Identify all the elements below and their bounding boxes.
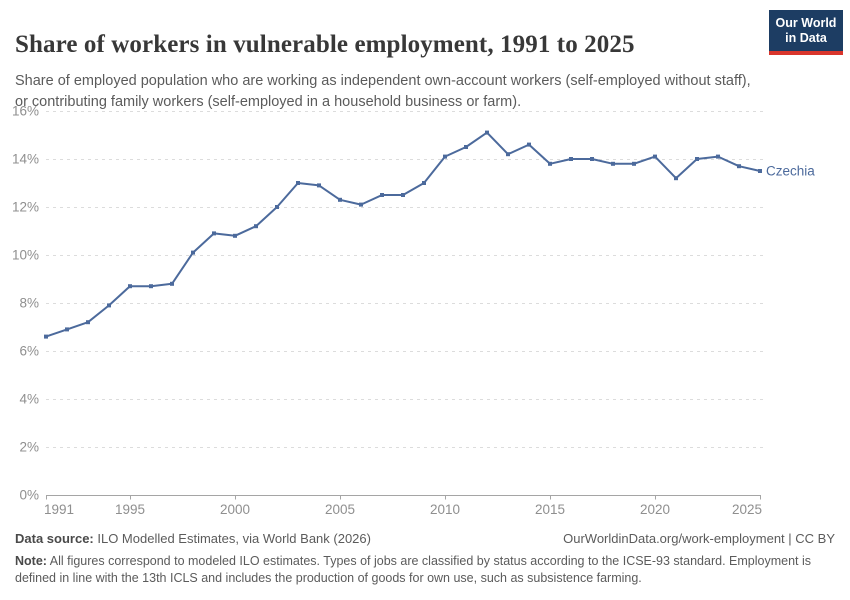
page-title: Share of workers in vulnerable employmen… xyxy=(15,30,635,58)
data-point-marker xyxy=(758,169,762,173)
data-source-text: ILO Modelled Estimates, via World Bank (… xyxy=(93,531,371,546)
data-point-marker xyxy=(506,152,510,157)
x-tick-label: 2010 xyxy=(430,502,460,517)
y-tick-label: 16% xyxy=(12,104,39,119)
data-source-label: Data source: xyxy=(15,531,94,546)
data-point-marker xyxy=(317,183,321,188)
x-tick-label: 1995 xyxy=(115,502,145,517)
note-text: All figures correspond to modeled ILO es… xyxy=(15,554,811,585)
y-tick-label: 10% xyxy=(12,248,39,263)
data-point-marker xyxy=(590,157,594,161)
data-point-marker xyxy=(191,250,195,255)
data-point-marker xyxy=(737,164,741,169)
line-chart-svg: 0% 2% 4% 6% 8% 10% 12% 14% 16% 1991 1995 2000 2005 20… xyxy=(12,104,815,518)
data-point-marker xyxy=(170,281,174,286)
owid-logo: Our World in Data xyxy=(769,10,843,55)
data-source: Data source: ILO Modelled Estimates, via… xyxy=(15,531,371,546)
data-point-marker xyxy=(128,284,132,289)
x-tick-label: 2015 xyxy=(535,502,565,517)
data-point-marker xyxy=(65,327,69,332)
data-point-marker xyxy=(380,193,384,197)
data-point-marker xyxy=(611,161,615,166)
x-tick-label: 1991 xyxy=(44,502,74,517)
chart-subtitle: Share of employed population who are wor… xyxy=(15,72,751,110)
footer-link[interactable]: OurWorldinData.org/work-employment | CC … xyxy=(563,531,835,546)
data-point-marker xyxy=(695,157,699,161)
owid-logo-line2: in Data xyxy=(785,31,827,45)
note-label: Note: xyxy=(15,554,47,568)
data-point-marker xyxy=(548,161,552,166)
data-point-marker xyxy=(359,202,363,207)
y-tick-label: 2% xyxy=(19,440,39,455)
data-line-czechia xyxy=(45,131,761,338)
data-point-marker xyxy=(716,154,720,159)
data-point-marker xyxy=(527,142,531,147)
data-point-marker xyxy=(422,181,426,185)
data-point-marker xyxy=(149,284,153,289)
y-tick-label: 4% xyxy=(19,392,39,407)
data-point-marker xyxy=(401,193,405,197)
owid-logo-line1: Our World xyxy=(775,16,837,30)
x-tick-label: 2025 xyxy=(732,502,762,517)
y-tick-label: 12% xyxy=(12,200,39,215)
y-tick-label: 14% xyxy=(12,152,39,167)
x-tick-label: 2020 xyxy=(640,502,670,517)
data-point-marker xyxy=(275,205,279,209)
chart-note: Note: All figures correspond to modeled … xyxy=(15,553,835,587)
data-point-marker xyxy=(107,303,111,308)
y-tick-label: 8% xyxy=(19,296,39,311)
x-tick-label: 2000 xyxy=(220,502,250,517)
data-point-marker xyxy=(632,161,636,166)
data-point-marker xyxy=(44,334,48,339)
data-point-marker xyxy=(569,157,573,161)
x-tick-label: 2005 xyxy=(325,502,355,517)
data-point-marker xyxy=(443,154,447,159)
data-point-marker xyxy=(653,154,657,159)
chart-footer: Data source: ILO Modelled Estimates, via… xyxy=(15,531,835,587)
data-point-marker xyxy=(485,130,489,135)
line-chart: 0% 2% 4% 6% 8% 10% 12% 14% 16% 1991 1995 2000 2005 20… xyxy=(0,95,850,527)
y-tick-label: 0% xyxy=(19,488,39,503)
data-point-marker xyxy=(338,197,342,202)
data-point-marker xyxy=(674,176,678,181)
data-point-marker xyxy=(296,181,300,185)
data-point-marker xyxy=(86,320,90,325)
series-label-czechia: Czechia xyxy=(766,164,815,179)
data-point-marker xyxy=(212,231,216,236)
data-point-marker xyxy=(254,224,258,229)
y-tick-label: 6% xyxy=(19,344,39,359)
data-point-marker xyxy=(233,233,237,238)
data-point-marker xyxy=(464,145,468,149)
